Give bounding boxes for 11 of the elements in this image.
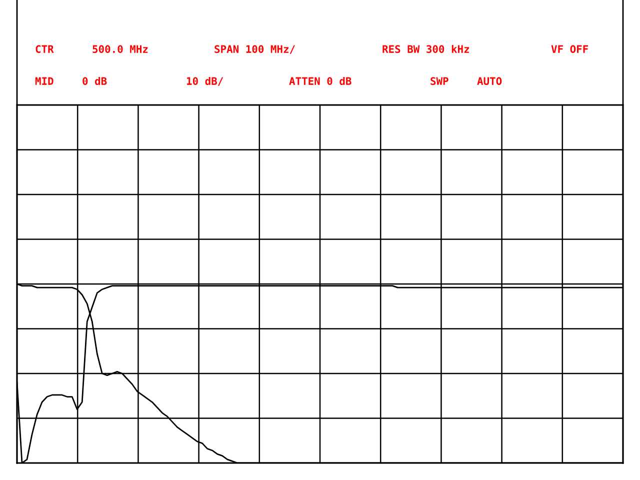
text: SWP	[430, 77, 448, 86]
text: RES BW 300 kHz	[382, 44, 470, 54]
text: SPAN 100 MHz/	[214, 45, 295, 54]
text: ATTEN 0 dB	[289, 76, 352, 86]
text: CTR	[36, 45, 54, 54]
text: MID	[35, 77, 54, 85]
text: VF OFF	[551, 45, 588, 54]
text: 10 dB/	[186, 76, 224, 86]
text: 500.0 MHz	[92, 45, 148, 54]
text: 0 dB	[82, 76, 107, 86]
text: AUTO	[477, 77, 502, 86]
